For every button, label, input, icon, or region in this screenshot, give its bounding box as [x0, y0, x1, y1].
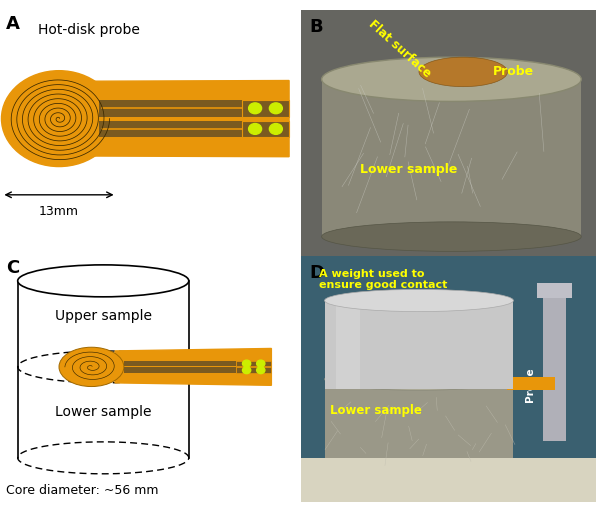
Bar	[124, 361, 236, 366]
Circle shape	[1, 71, 117, 166]
Text: Upper sample: Upper sample	[330, 355, 423, 368]
Polygon shape	[88, 81, 289, 157]
Text: Lower sample: Lower sample	[330, 404, 423, 417]
Circle shape	[243, 367, 251, 373]
Circle shape	[269, 123, 282, 134]
Polygon shape	[115, 348, 272, 385]
Text: Lower sample: Lower sample	[55, 405, 152, 419]
Text: 13mm: 13mm	[39, 204, 79, 218]
Circle shape	[249, 123, 262, 134]
Circle shape	[249, 103, 262, 113]
Ellipse shape	[321, 57, 582, 101]
Circle shape	[256, 360, 265, 367]
Circle shape	[256, 367, 265, 373]
Ellipse shape	[324, 368, 514, 390]
Ellipse shape	[419, 57, 507, 87]
Bar	[537, 283, 573, 298]
Text: Flat surface: Flat surface	[366, 18, 433, 81]
Text: Core diameter: ~56 mm: Core diameter: ~56 mm	[6, 484, 158, 497]
Bar	[324, 379, 514, 458]
Bar	[543, 293, 566, 440]
Ellipse shape	[17, 265, 189, 297]
Text: B: B	[310, 18, 323, 36]
Text: Upper sample: Upper sample	[55, 310, 152, 324]
Bar	[99, 100, 242, 117]
Text: Lower sample: Lower sample	[360, 163, 458, 176]
Text: D: D	[310, 264, 325, 282]
Bar	[337, 301, 360, 389]
Ellipse shape	[321, 222, 582, 252]
Bar	[99, 121, 242, 138]
Bar	[242, 121, 289, 138]
Bar	[324, 301, 514, 389]
Text: A: A	[6, 15, 20, 33]
Ellipse shape	[59, 347, 124, 386]
Bar	[236, 361, 272, 366]
Text: Probe: Probe	[492, 64, 534, 77]
Bar	[124, 368, 236, 373]
Text: A weight used to
ensure good contact: A weight used to ensure good contact	[318, 269, 447, 290]
Text: Probe: Probe	[525, 367, 535, 402]
Text: Hot-disk probe: Hot-disk probe	[39, 23, 140, 37]
Ellipse shape	[324, 289, 514, 312]
Text: C: C	[6, 259, 19, 277]
Circle shape	[243, 360, 251, 367]
Circle shape	[269, 103, 282, 113]
Bar	[236, 368, 272, 373]
Bar	[321, 79, 582, 236]
Bar	[242, 100, 289, 117]
Bar	[507, 377, 554, 390]
Bar	[301, 458, 596, 502]
